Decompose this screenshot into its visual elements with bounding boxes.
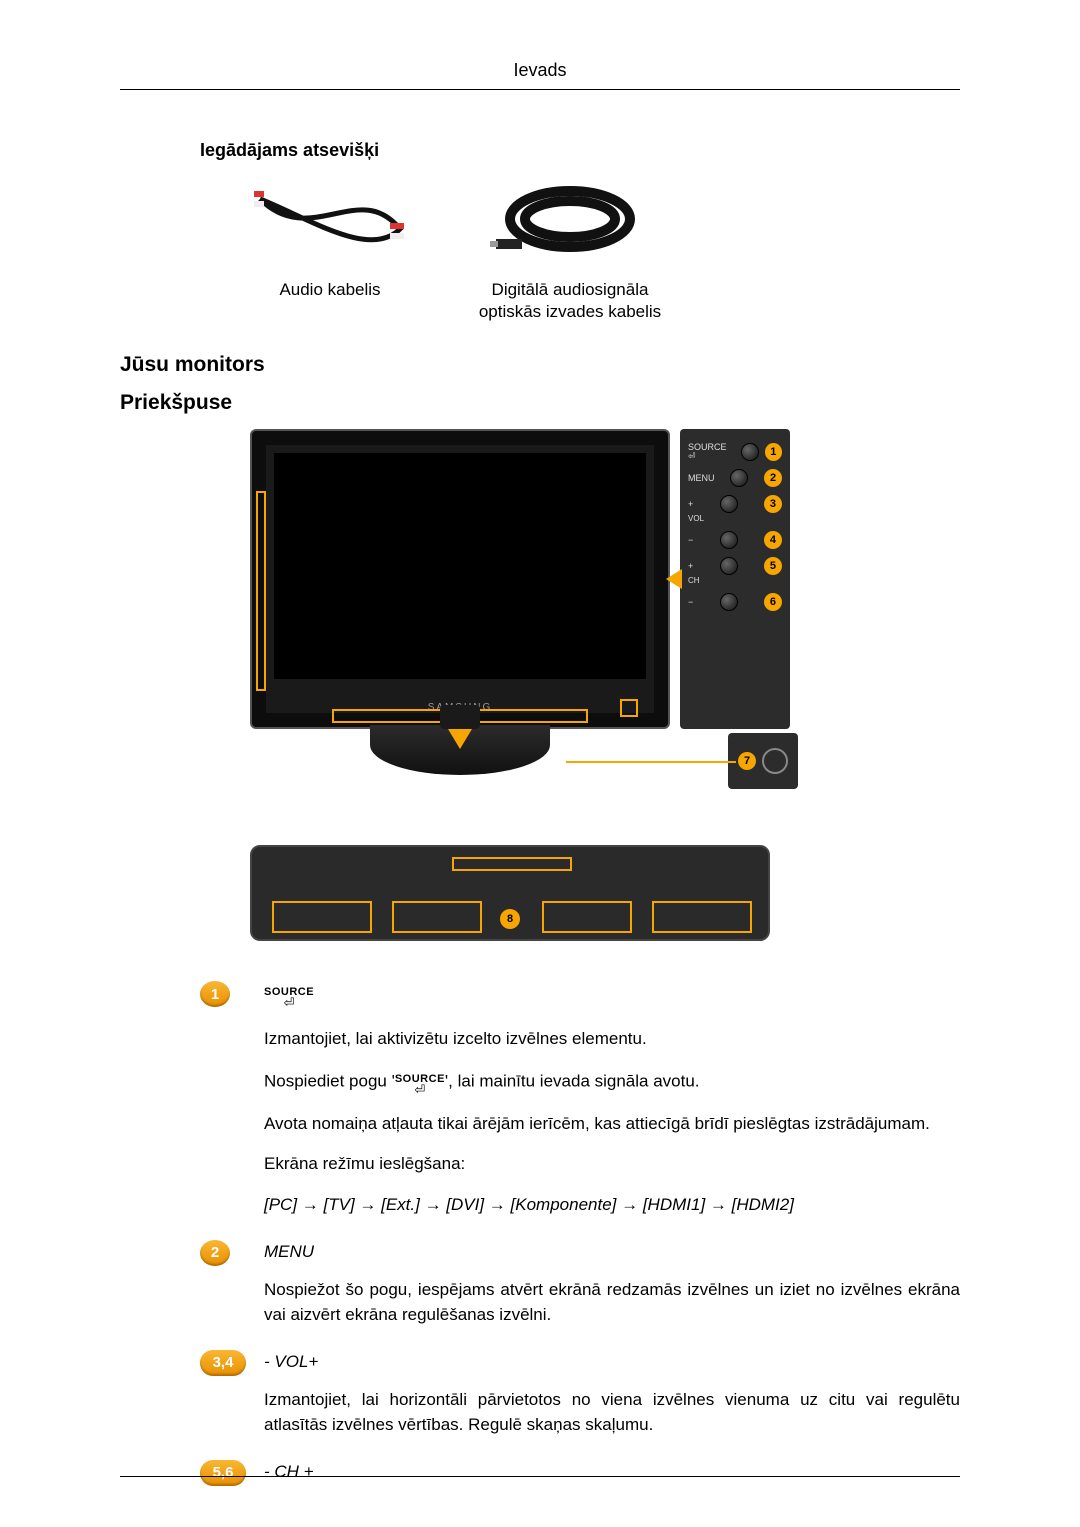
panel-num-6: 6 [764, 593, 782, 611]
callout-badge-56: 5,6 [200, 1460, 246, 1486]
optical-cable-image [490, 179, 650, 269]
source-inline-icon: SOURCE⏎ [395, 1068, 445, 1096]
callout-3-p1: Izmantojiet, lai horizontāli pārvietotos… [264, 1388, 960, 1437]
optical-cable-caption: Digitālā audiosignāla optiskās izvades k… [470, 279, 670, 323]
panel-label-source: SOURCE ⏎ [688, 443, 735, 461]
page-header: Ievads [120, 60, 960, 90]
tv-screen [274, 453, 646, 679]
page-footer [120, 1476, 960, 1477]
panel-row-1: SOURCE ⏎ 1 [688, 443, 782, 461]
panel-num-8: 8 [500, 909, 520, 929]
tv-stand [370, 725, 550, 775]
highlight-seg-4 [652, 901, 752, 933]
highlight-bottom-top [452, 857, 572, 871]
panel-row-2: MENU 2 [688, 469, 782, 487]
callout-4-body: - CH + [264, 1460, 960, 1485]
panel-label-plus2: + [688, 562, 693, 571]
panel-num-5: 5 [764, 557, 782, 575]
panel-label-minus: − [688, 536, 693, 545]
panel-row-4: − 4 [688, 531, 782, 549]
panel-num-1: 1 [765, 443, 782, 461]
callout-badge-1: 1 [200, 981, 230, 1007]
page-content: Iegādājams atsevišķi Audio kabelis [120, 90, 960, 1486]
monitor-bottom-view: 8 [250, 845, 770, 941]
panel-button [741, 443, 759, 461]
panel-group-ch-label: CH [688, 577, 700, 585]
callout-2-label: MENU [264, 1240, 960, 1265]
callout-3-label: - VOL+ [264, 1350, 960, 1375]
document-page: Ievads Iegādājams atsevišķi Audio kabeli… [0, 0, 1080, 1527]
front-section-heading: Priekšpuse [120, 391, 960, 415]
panel-num-4: 4 [764, 531, 782, 549]
panel-button [730, 469, 748, 487]
panel-button [720, 495, 738, 513]
panel-row-5: + 5 [688, 557, 782, 575]
panel-button [720, 557, 738, 575]
panel-button [720, 531, 738, 549]
audio-cable-image [250, 179, 410, 269]
callout-1-p1: Izmantojiet, lai aktivizētu izcelto izvē… [264, 1027, 960, 1052]
callout-badge-2: 2 [200, 1240, 230, 1266]
panel-num-2: 2 [764, 469, 782, 487]
callout-1-p2: Nospiediet pogu 'SOURCE⏎', lai mainītu i… [264, 1068, 960, 1096]
callout-1-body: SOURCE ⏎ Izmantojiet, lai aktivizētu izc… [264, 981, 960, 1234]
panel-row-6: − 6 [688, 593, 782, 611]
callout-1-p3: Avota nomaiņa atļauta tikai ārējām ierīc… [264, 1112, 960, 1137]
callout-2: 2 MENU Nospiežot šo pogu, iespējams atvē… [200, 1240, 960, 1344]
callouts-list: 1 SOURCE ⏎ Izmantojiet, lai aktivizētu i… [200, 981, 960, 1485]
panel-row-3: + 3 [688, 495, 782, 513]
highlight-seg-2 [392, 901, 482, 933]
power-button-callout: 7 [728, 733, 798, 789]
side-button-panel: SOURCE ⏎ 1 MENU 2 + 3 V [680, 429, 790, 729]
audio-cable-caption: Audio kabelis [230, 279, 430, 301]
callout-badge-34: 3,4 [200, 1350, 246, 1376]
callout-1-modes: [PC] → [TV] → [Ext.] → [DVI] → [Komponen… [264, 1193, 960, 1218]
callout-4-label: - CH + [264, 1460, 960, 1485]
callout-2-p1: Nospiežot šo pogu, iespējams atvērt ekrā… [264, 1278, 960, 1327]
footer-rule [120, 1476, 960, 1477]
monitor-section-heading: Jūsu monitors [120, 353, 960, 377]
tv-front-view: SAMSUNG [250, 429, 670, 729]
highlight-left-edge [256, 491, 266, 691]
panel-button [720, 593, 738, 611]
highlight-seg-3 [542, 901, 632, 933]
monitor-figure: SAMSUNG SOURCE ⏎ 1 [250, 429, 810, 941]
accessories-heading: Iegādājams atsevišķi [200, 140, 960, 161]
highlight-ir-sensor [620, 699, 638, 717]
callout-connector-line [566, 761, 736, 763]
panel-label-minus2: − [688, 598, 693, 607]
accessory-audio-cable: Audio kabelis [230, 179, 430, 323]
header-title: Ievads [120, 60, 960, 89]
callout-3-body: - VOL+ Izmantojiet, lai horizontāli pārv… [264, 1350, 960, 1454]
panel-group-vol-label: VOL [688, 515, 704, 523]
callout-1: 1 SOURCE ⏎ Izmantojiet, lai aktivizētu i… [200, 981, 960, 1234]
callout-1-p4: Ekrāna režīmu ieslēgšana: [264, 1152, 960, 1177]
panel-label-plus: + [688, 500, 693, 509]
panel-group-vol: VOL [688, 515, 782, 523]
panel-label-menu: MENU [688, 474, 715, 483]
callout-3: 3,4 - VOL+ Izmantojiet, lai horizontāli … [200, 1350, 960, 1454]
source-icon: SOURCE ⏎ [264, 981, 960, 1009]
panel-num-3: 3 [764, 495, 782, 513]
monitor-row: SAMSUNG SOURCE ⏎ 1 [250, 429, 810, 775]
panel-num-7: 7 [738, 752, 756, 770]
accessory-optical-cable: Digitālā audiosignāla optiskās izvades k… [470, 179, 670, 323]
power-icon [762, 748, 788, 774]
highlight-seg-1 [272, 901, 372, 933]
arrow-down-icon [448, 729, 472, 749]
arrow-left-icon [666, 569, 682, 589]
callout-2-body: MENU Nospiežot šo pogu, iespējams atvērt… [264, 1240, 960, 1344]
accessories-row: Audio kabelis Digitālā audiosignāla opti… [230, 179, 960, 323]
panel-group-ch: CH [688, 577, 782, 585]
callout-4: 5,6 - CH + [200, 1460, 960, 1486]
